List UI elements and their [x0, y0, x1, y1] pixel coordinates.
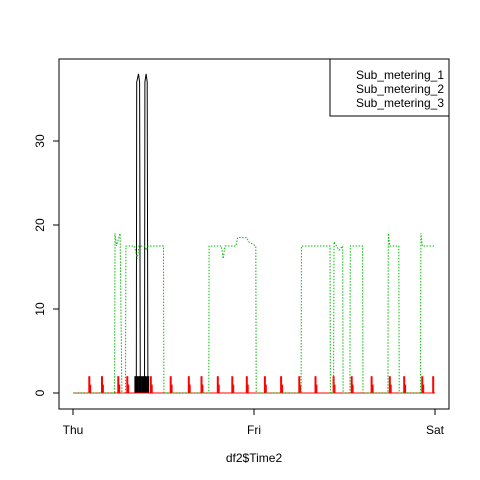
- x-tick-label: Thu: [63, 423, 84, 437]
- legend: Sub_metering_1Sub_metering_2Sub_metering…: [329, 58, 450, 117]
- x-tick-label: Sat: [426, 423, 445, 437]
- legend-entry: Sub_metering_2: [356, 82, 444, 96]
- y-axis: 0 10 20 30: [33, 134, 60, 396]
- x-tick-label: Fri: [247, 423, 261, 437]
- series-3: [73, 233, 435, 394]
- series-line-3: [73, 233, 435, 394]
- legend-box: [329, 58, 450, 117]
- plot-lines: [73, 73, 435, 394]
- series-line-1: [73, 73, 435, 394]
- legend-entry: Sub_metering_3: [356, 96, 444, 110]
- series-2: [73, 376, 435, 394]
- x-axis: Thu Fri Sat: [63, 408, 445, 437]
- y-tick-label: 20: [33, 218, 47, 232]
- y-tick-label: 0: [33, 389, 47, 396]
- y-tick-label: 10: [33, 302, 47, 316]
- x-axis-title: df2$Time2: [226, 451, 283, 465]
- series-1: [73, 73, 435, 394]
- legend-entry: Sub_metering_1: [356, 68, 444, 82]
- y-tick-label: 30: [33, 134, 47, 148]
